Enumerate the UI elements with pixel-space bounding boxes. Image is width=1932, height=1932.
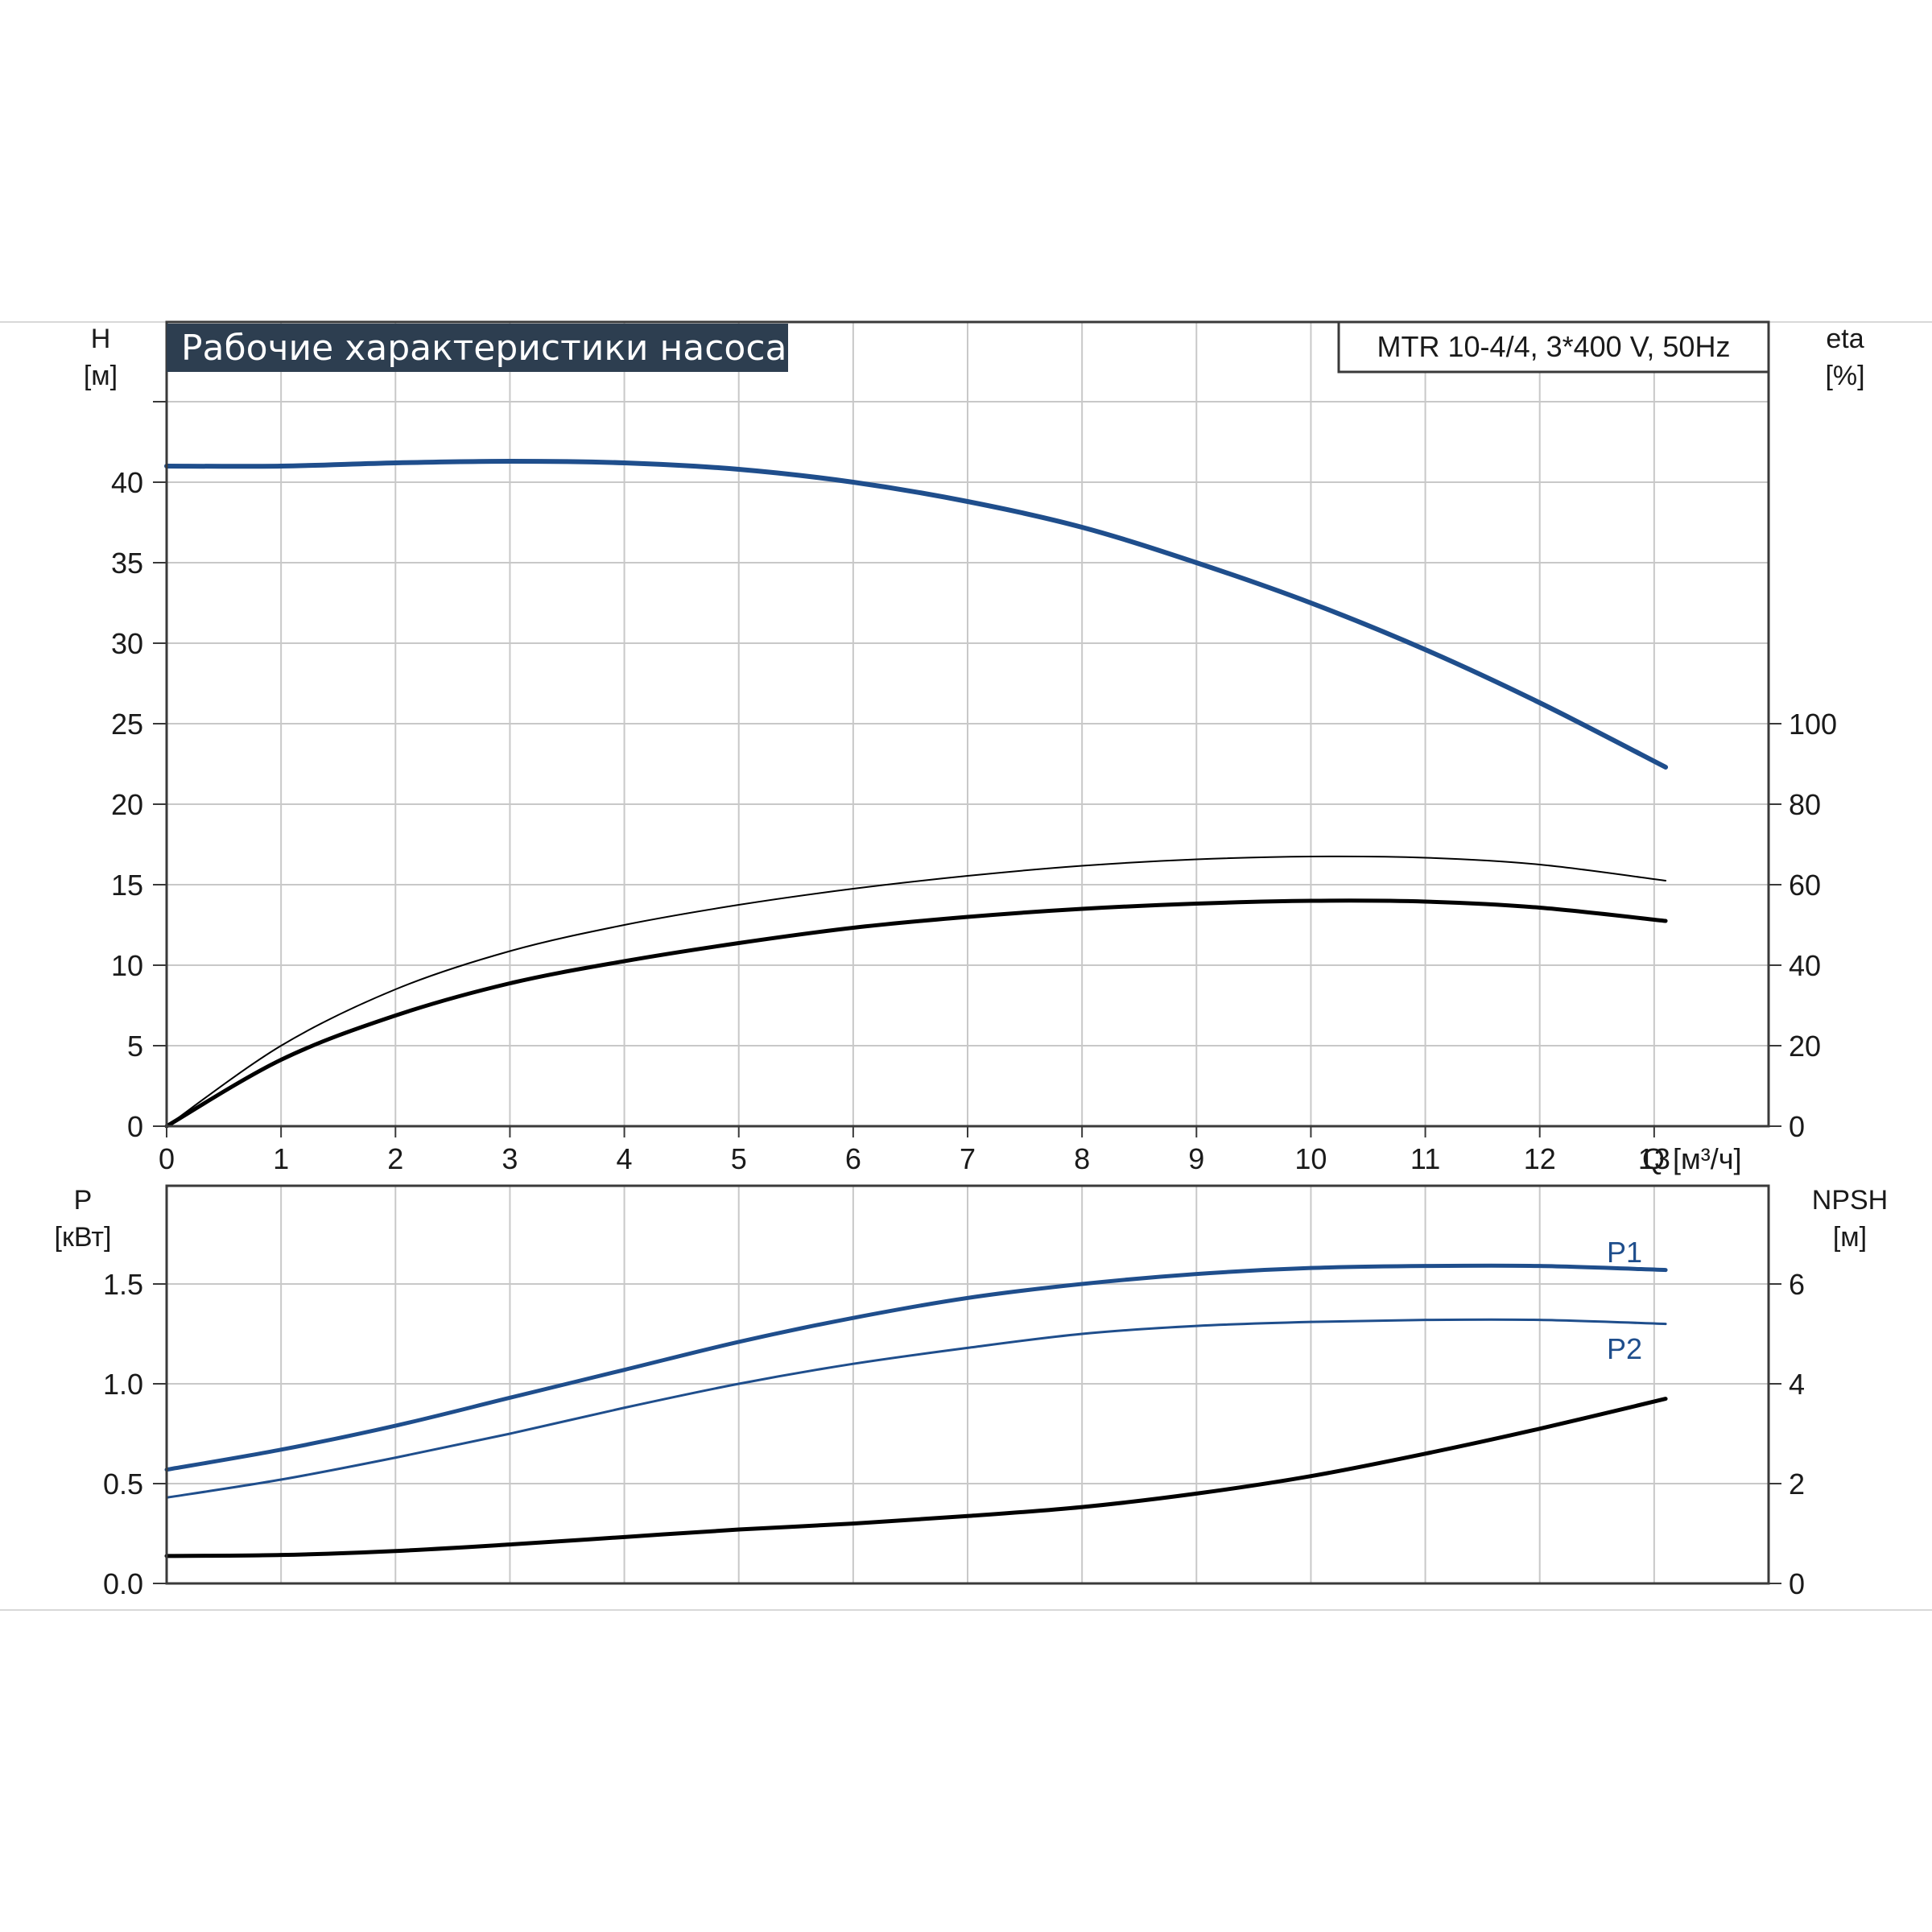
y-left-title-top-line2: [м] [84, 361, 118, 391]
y-right-tick-label-bottom: 0 [1789, 1567, 1805, 1600]
y-right-tick-label: 100 [1789, 708, 1837, 741]
x-tick-label: 11 [1410, 1142, 1440, 1175]
x-tick-label: 2 [387, 1142, 403, 1175]
bottom-chart-grid [167, 1186, 1769, 1583]
y-left-title-bottom-line1: P [74, 1185, 93, 1216]
y-right-title-top-line2: [%] [1825, 361, 1864, 391]
y-left-tick-label: 0 [127, 1110, 143, 1143]
y-left-tick-label: 30 [111, 627, 143, 660]
x-tick-label: 10 [1294, 1142, 1327, 1175]
x-axis-title: Q [м³/ч] [1642, 1142, 1742, 1175]
x-tick-label: 8 [1074, 1142, 1090, 1175]
x-tick-label: 0 [159, 1142, 175, 1175]
x-tick-label: 13 [1638, 1142, 1670, 1175]
x-tick-label: 9 [1188, 1142, 1204, 1175]
top-plot-frame [165, 320, 1770, 1128]
x-tick-label: 1 [273, 1142, 289, 1175]
x-tick-label: 3 [502, 1142, 518, 1175]
y-right-tick-label: 0 [1789, 1110, 1805, 1143]
p1-curve [164, 1263, 1668, 1472]
y-left-tick-label: 35 [111, 547, 143, 580]
head-curve [164, 458, 1669, 770]
y-left-tick-label-bottom: 1.0 [103, 1368, 143, 1401]
top-chart-series [164, 458, 1669, 1129]
y-left-tick-label-bottom: 0.0 [103, 1567, 143, 1600]
y-right-tick-label: 40 [1789, 949, 1821, 982]
npsh-curve [164, 1397, 1668, 1558]
series-label-p1: P1 [1607, 1236, 1642, 1269]
bottom-chart-series [164, 1263, 1668, 1558]
p2-curve [165, 1318, 1667, 1499]
y-right-title-top-line1: eta [1826, 324, 1864, 354]
y-right-tick-label-bottom: 4 [1789, 1368, 1805, 1401]
y-right-tick-label: 80 [1789, 788, 1821, 821]
y-right-title-bottom-line1: NPSH [1812, 1185, 1888, 1216]
y-left-tick-label: 10 [111, 949, 143, 982]
y-left-title-top-line1: H [91, 324, 111, 354]
bottom-plot-frame [165, 1184, 1770, 1585]
x-tick-label: 7 [960, 1142, 976, 1175]
x-tick-label: 12 [1524, 1142, 1556, 1175]
x-tick-label: 4 [617, 1142, 633, 1175]
efficiency-curve-upper [166, 855, 1667, 1127]
y-left-tick-label: 5 [127, 1030, 143, 1063]
top-chart-grid [153, 322, 1769, 1126]
x-tick-label: 6 [845, 1142, 861, 1175]
y-left-tick-label: 15 [111, 869, 143, 902]
y-left-tick-label-bottom: 1.5 [103, 1268, 143, 1301]
y-left-tick-label-bottom: 0.5 [103, 1468, 143, 1501]
y-left-tick-label: 20 [111, 788, 143, 821]
y-left-tick-label: 25 [111, 708, 143, 741]
y-left-tick-label: 40 [111, 466, 143, 499]
y-right-tick-label-bottom: 2 [1789, 1468, 1805, 1501]
model-label: MTR 10-4/4, 3*400 V, 50Hz [1377, 330, 1731, 363]
efficiency-curve-lower [164, 898, 1668, 1129]
title-box [167, 324, 788, 372]
x-tick-label: 5 [731, 1142, 747, 1175]
y-right-tick-label: 20 [1789, 1030, 1821, 1063]
chart-title: Рабочие характеристики насоса [181, 328, 786, 369]
y-right-tick-label: 60 [1789, 869, 1821, 902]
y-right-tick-label-bottom: 6 [1789, 1268, 1805, 1301]
model-box [1337, 320, 1770, 374]
y-left-title-bottom-line2: [кВт] [55, 1222, 112, 1253]
series-label-p2: P2 [1607, 1332, 1642, 1365]
y-right-title-bottom-line2: [м] [1833, 1222, 1867, 1253]
